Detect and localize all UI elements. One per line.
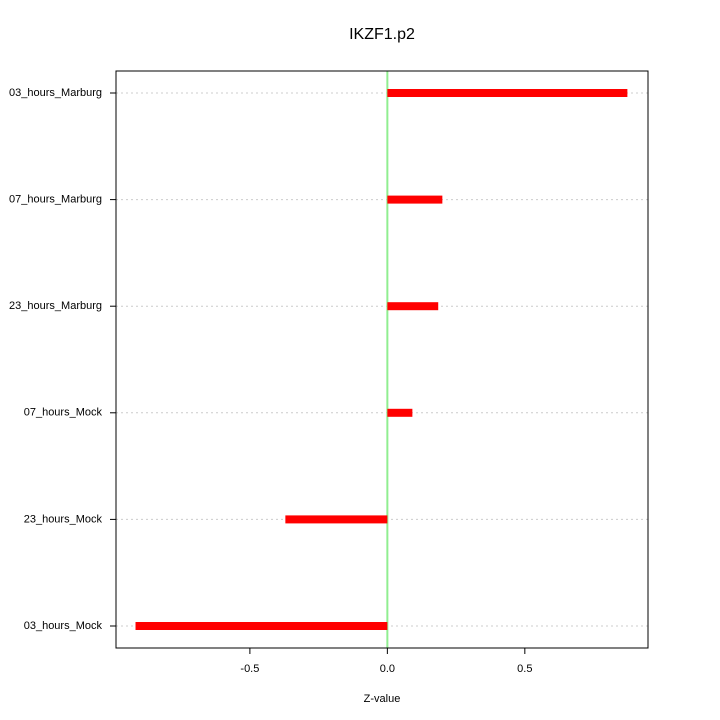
y-tick-label: 03_hours_Marburg xyxy=(9,87,102,99)
bar xyxy=(285,515,388,524)
x-axis-label: Z-value xyxy=(364,693,401,705)
bar xyxy=(387,89,628,97)
y-tick-label: 23_hours_Marburg xyxy=(9,300,102,312)
bar xyxy=(387,195,443,204)
x-tick-label: 0.5 xyxy=(517,663,532,675)
y-tick-label: 07_hours_Marburg xyxy=(9,194,102,206)
x-tick-label: 0.0 xyxy=(380,663,395,675)
y-tick-label: 23_hours_Mock xyxy=(24,513,103,525)
chart-title: IKZF1.p2 xyxy=(349,26,415,43)
y-tick-label: 03_hours_Mock xyxy=(24,620,103,632)
bar xyxy=(387,408,413,417)
bar xyxy=(387,302,439,311)
plot-frame xyxy=(115,70,649,649)
y-tick-label: 07_hours_Mock xyxy=(24,407,103,419)
bar xyxy=(135,622,388,630)
x-tick-label: -0.5 xyxy=(240,663,259,675)
